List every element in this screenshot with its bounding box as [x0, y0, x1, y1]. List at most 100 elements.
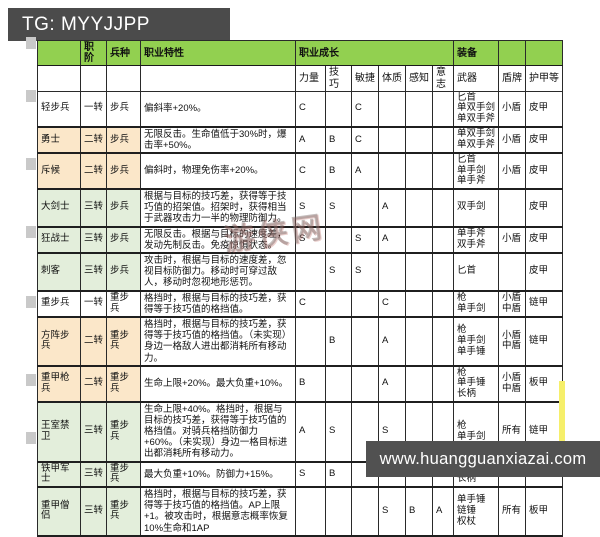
tg-badge: TG: MYYJJPP [8, 8, 230, 41]
weapon-cell: 单双手剑 单双手斧 [453, 126, 500, 154]
skill-cell: B [325, 152, 352, 190]
agility-cell: C [351, 90, 379, 128]
armor-cell: 皮甲 [525, 90, 564, 128]
subheader-agility: 敏捷 [351, 65, 379, 92]
will-cell [431, 126, 455, 154]
shield-cell: 小盾 [498, 152, 527, 190]
strength-cell: S [295, 461, 326, 488]
armor-cell: 皮甲 [525, 226, 564, 254]
rank-cell: 三转 [80, 486, 107, 537]
will-cell [431, 188, 455, 228]
class-name-cell: 重甲僧侣 [37, 486, 81, 537]
constitution-cell: S [378, 486, 406, 537]
subheader-skill: 技巧 [325, 65, 352, 92]
will-cell [431, 152, 455, 190]
constitution-cell: A [378, 365, 406, 403]
shield-cell [498, 188, 527, 228]
subheader-armor: 护甲等 [525, 65, 564, 92]
weapon-cell: 枪 单手锤 长柄 [453, 365, 500, 403]
rank-cell: 三转 [80, 226, 107, 254]
armor-cell: 板甲 [525, 486, 564, 537]
weapon-cell: 枪 单手剑 单手锤 [453, 316, 500, 367]
site-url-text: www.huangguanxiazai.com [379, 449, 587, 468]
strength-cell: B [295, 365, 326, 403]
trait-cell: 攻击时，根据与目标的速度差，忽视目标防御力。移动时可穿过敌人，移动时忽视地形惩罚… [140, 252, 296, 292]
shield-cell [498, 252, 527, 292]
edge-mark [26, 158, 36, 170]
table-row: 轻步兵 一转 步兵 偏斜率+20%。 C C 匕首 单双手剑 单双手斧 小盾 皮… [37, 90, 564, 128]
edge-mark [26, 374, 36, 386]
trait-cell: 根据与目标的技巧差，获得等于技巧值的招架值。招架时，获得相当于武器攻击力一半的物… [140, 188, 296, 228]
shield-cell: 所有 [498, 486, 527, 537]
strength-cell: A [295, 126, 326, 154]
troop-type-cell: 重步兵 [106, 290, 141, 318]
skill-cell: S [325, 401, 352, 463]
rank-cell: 一转 [80, 90, 107, 128]
subheader-will: 意志 [431, 65, 455, 92]
strength-cell: S [295, 226, 326, 254]
header-equip: 装备 [453, 39, 500, 67]
table-row: 刺客 三转 步兵 攻击时，根据与目标的速度差，忽视目标防御力。移动时可穿过敌人，… [37, 252, 564, 292]
edge-mark [26, 226, 36, 238]
agility-cell [351, 486, 379, 537]
rank-cell: 二转 [80, 365, 107, 403]
trait-cell: 偏斜率+20%。 [140, 90, 296, 128]
will-cell [431, 365, 455, 403]
rank-cell: 三转 [80, 461, 107, 488]
table-row: 勇士 二转 步兵 无限反击。生命值低于30%时，爆击率+50%。 A B C 单… [37, 126, 564, 154]
perception-cell: B [405, 486, 433, 537]
site-url-bar: www.huangguanxiazai.com [366, 441, 600, 477]
trait-cell: 格挡时，根据与目标的技巧差，获得等于技巧值的格挡值。AP上限+1。被攻击时，根据… [140, 486, 296, 537]
strength-cell [295, 316, 326, 367]
class-name-cell: 重步兵 [37, 290, 81, 318]
will-cell [431, 290, 455, 318]
weapon-cell: 单手锤 链锤 权杖 [453, 486, 500, 537]
troop-type-cell: 重步兵 [106, 316, 141, 367]
class-name-cell: 刺客 [37, 252, 81, 292]
troop-type-cell: 重步兵 [106, 486, 141, 537]
header-growth: 职业成长 [294, 39, 455, 67]
constitution-cell [378, 152, 406, 190]
perception-cell [405, 126, 433, 154]
skill-cell [325, 290, 352, 318]
header-trait: 职业特性 [140, 39, 296, 67]
edge-mark [26, 90, 36, 102]
shield-cell: 小盾 中盾 [498, 290, 527, 318]
trait-cell: 无限反击。根据与目标的速度差，发动先制反击。免疫惊惧状态。 [140, 226, 296, 254]
class-name-cell: 重甲枪兵 [37, 365, 81, 403]
class-name-cell: 方阵步兵 [37, 316, 81, 367]
subheader-blank [37, 65, 81, 92]
will-cell [431, 226, 455, 254]
table-row: 斥候 二转 步兵 偏斜时，物理免伤率+20%。 C B A 匕首 单手剑 单手斧… [37, 152, 564, 190]
troop-type-cell: 步兵 [106, 226, 141, 254]
weapon-cell: 双手剑 [453, 188, 500, 228]
trait-cell: 生命上限+20%。最大负重+10%。 [140, 365, 296, 403]
table-row: 重步兵 一转 重步兵 格挡时，根据与目标的技巧差，获得等于技巧值的格挡值。 C … [37, 290, 564, 318]
perception-cell [405, 252, 433, 292]
agility-cell [351, 316, 379, 367]
rank-cell: 二转 [80, 316, 107, 367]
agility-cell [351, 365, 379, 403]
strength-cell [295, 252, 326, 292]
weapon-cell: 单手斧 双手斧 [453, 226, 500, 254]
constitution-cell [378, 252, 406, 292]
shield-cell: 小盾 [498, 126, 527, 154]
troop-type-cell: 步兵 [106, 126, 141, 154]
constitution-cell: A [378, 188, 406, 228]
armor-cell: 皮甲 [525, 252, 564, 292]
perception-cell [405, 188, 433, 228]
subheader-blank [140, 65, 296, 92]
class-name-cell: 斥候 [37, 152, 81, 190]
armor-cell: 链甲 [525, 290, 564, 318]
rank-cell: 三转 [80, 252, 107, 292]
constitution-cell: C [378, 290, 406, 318]
subheader-strength: 力量 [295, 65, 326, 92]
subheader-perception: 感知 [405, 65, 433, 92]
shield-cell: 小盾 [498, 226, 527, 254]
subheader-shield: 盾牌 [498, 65, 527, 92]
troop-type-cell: 步兵 [106, 188, 141, 228]
will-cell [431, 252, 455, 292]
weapon-cell: 匕首 单双手剑 单双手斧 [453, 90, 500, 128]
agility-cell: C [351, 126, 379, 154]
header-blank-armor [525, 39, 564, 67]
